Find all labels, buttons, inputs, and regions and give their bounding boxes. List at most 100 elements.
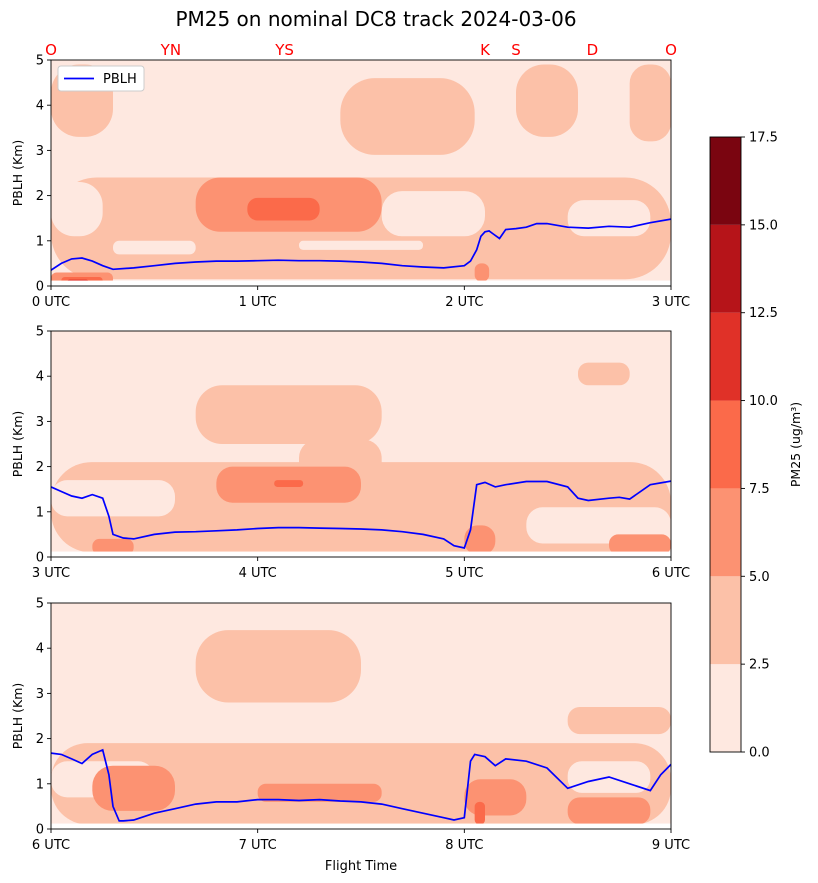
contour-field (51, 60, 671, 286)
pblh-line (51, 218, 671, 271)
legend-box (57, 65, 145, 92)
legend-label: PBLH (103, 72, 137, 87)
contour-region (516, 64, 578, 137)
y-tick-label: 2 (36, 189, 44, 204)
contour-region (51, 480, 175, 517)
no-data-strip (51, 823, 671, 829)
contour-region (299, 240, 423, 250)
x-axis-label: Flight Time (325, 859, 397, 874)
waypoint-label: K (480, 41, 491, 59)
colorbar-tick-label: 12.5 (749, 306, 778, 321)
x-tick-label: 3 UTC (32, 566, 70, 581)
colorbar-tick-label: 0.0 (749, 746, 770, 761)
y-tick-label: 2 (36, 460, 44, 475)
waypoint-label: O (45, 41, 57, 59)
colorbar-label: PM25 (ug/m³) (788, 402, 803, 487)
waypoint-label: S (511, 41, 521, 59)
contour-region (474, 263, 490, 282)
contour-region (567, 706, 671, 735)
x-tick-label: 1 UTC (239, 295, 277, 310)
contour-region (464, 525, 496, 555)
y-tick-label: 1 (36, 505, 44, 520)
colorbar-segment (710, 224, 741, 313)
waypoint-label: YS (274, 41, 294, 59)
panel-3: 0 1 2 3 4 5 6 UTC 7 UTC 8 UTC 9 UTC PBLH (Km) Fligh… (10, 597, 690, 875)
colorbar-frame (709, 136, 742, 753)
y-tick-label: 3 (36, 687, 44, 702)
no-data-strip (51, 551, 671, 557)
contour-region (629, 64, 671, 142)
colorbar-tick-label: 17.5 (749, 131, 778, 146)
contour-region (113, 240, 196, 255)
colorbar: 0.0 2.5 5.0 7.5 10.0 12.5 15.0 17.5 PM25 (ug/m³) (709, 131, 803, 761)
contour-region (567, 200, 651, 237)
x-tick-label: 3 UTC (652, 295, 690, 310)
x-tick-label: 2 UTC (445, 295, 483, 310)
colorbar-tick-label: 10.0 (749, 394, 778, 409)
axes-frame (50, 330, 672, 558)
contour-region (51, 182, 103, 237)
contour-region (474, 801, 485, 825)
y-tick-label: 4 (36, 642, 44, 657)
colorbar-segment (710, 576, 741, 665)
pblh-line (51, 480, 671, 549)
contour-region (92, 538, 134, 555)
colorbar-segment (710, 488, 741, 577)
x-tick-label: 9 UTC (652, 838, 690, 853)
contour-region (257, 783, 382, 802)
x-tick-label: 7 UTC (239, 838, 277, 853)
y-axis-label: PBLH (Km) (10, 683, 25, 750)
y-tick-label: 4 (36, 370, 44, 385)
y-axis-label: PBLH (Km) (10, 140, 25, 207)
contour-region (578, 362, 630, 386)
y-tick-label: 5 (36, 54, 44, 69)
y-tick-label: 0 (36, 280, 44, 295)
x-tick-label: 4 UTC (239, 566, 277, 581)
waypoint-label: D (587, 41, 599, 59)
colorbar-segment (710, 664, 741, 752)
y-tick-label: 2 (36, 732, 44, 747)
x-tick-label: 8 UTC (445, 838, 483, 853)
y-tick-label: 1 (36, 777, 44, 792)
pblh-line (51, 748, 671, 822)
contour-region (381, 191, 485, 237)
y-tick-label: 5 (36, 597, 44, 612)
contour-region (609, 534, 671, 555)
axes-frame (50, 59, 672, 287)
x-tick-label: 5 UTC (445, 566, 483, 581)
colorbar-tick-label: 5.0 (749, 570, 770, 585)
contour-region (247, 197, 320, 221)
waypoint-label: YN (160, 41, 181, 59)
contour-region (195, 385, 382, 444)
no-data-strip (51, 280, 671, 286)
contour-region (464, 779, 527, 816)
contour-region (340, 78, 475, 155)
y-tick-label: 5 (36, 325, 44, 340)
colorbar-segment (710, 400, 741, 489)
legend: PBLH (57, 65, 145, 92)
contour-region (195, 630, 361, 703)
x-tick-label: 6 UTC (32, 838, 70, 853)
y-tick-label: 3 (36, 144, 44, 159)
waypoint-label: O (665, 41, 677, 59)
panel-2: 0 1 2 3 4 5 3 UTC 4 UTC 5 UTC 6 UTC PBLH (Km) (10, 325, 690, 582)
y-tick-label: 0 (36, 551, 44, 566)
colorbar-segment (710, 137, 741, 225)
panel-1: 0 1 2 3 4 5 0 UTC 1 UTC 2 UTC 3 UTC PBLH (Km) O YN YS… (10, 41, 690, 310)
contour-region (51, 462, 671, 553)
y-tick-label: 0 (36, 823, 44, 838)
x-tick-label: 6 UTC (652, 566, 690, 581)
contour-region (274, 480, 304, 487)
contour-field (51, 331, 671, 557)
contour-region (567, 797, 651, 825)
axes-frame (50, 602, 672, 830)
contour-field (51, 603, 671, 829)
y-tick-label: 1 (36, 234, 44, 249)
x-tick-label: 0 UTC (32, 295, 70, 310)
contour-region (92, 765, 175, 811)
colorbar-tick-label: 7.5 (749, 482, 770, 497)
y-tick-label: 4 (36, 99, 44, 114)
chart-title: PM25 on nominal DC8 track 2024-03-06 (175, 7, 577, 31)
colorbar-tick-label: 15.0 (749, 218, 778, 233)
